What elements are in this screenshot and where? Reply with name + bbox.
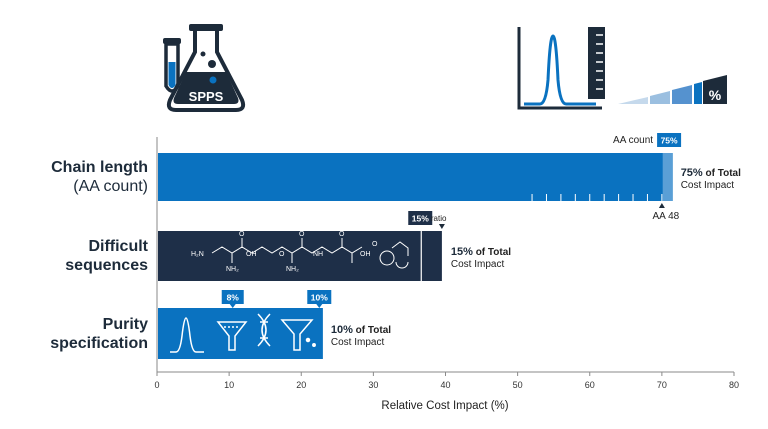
bar-chain-length [158, 153, 673, 201]
aa-count-badge [657, 133, 682, 147]
aa48-label: AA 48 [653, 211, 680, 222]
bar-difficult-sequences [158, 231, 442, 281]
filter-icon [216, 321, 248, 351]
dna-icon [257, 313, 271, 347]
peptide-structure-icon [211, 238, 409, 269]
purity-arrow-8 [229, 304, 236, 308]
svg-text:OH: OH [246, 251, 257, 258]
ratio-arrow [438, 224, 445, 229]
purity-badge-10-text: 10% [311, 293, 328, 303]
svg-text:H₂N: H₂N [191, 251, 204, 258]
difficult-badge [408, 211, 433, 225]
x-axis-title: Relative Cost Impact (%) [381, 400, 508, 412]
aa-count-badge-text: 75% [661, 136, 678, 146]
x-tick-label-80: 80 [729, 380, 739, 390]
x-tick-label-0: 0 [154, 380, 159, 390]
svg-text:NH: NH [313, 251, 323, 258]
value-label-difficult-sequences: 15% of Total [451, 246, 511, 258]
value-label-difficult-sequences-2: Cost Impact [451, 259, 505, 270]
category-label-purity-specification: Purity specification [50, 316, 148, 352]
percent-symbol: % [709, 87, 722, 103]
x-tick-label-40: 40 [440, 380, 450, 390]
value-label-purity-specification-2: Cost Impact [331, 337, 385, 348]
bar-chain-length-marker [662, 153, 673, 201]
purity-badge-10 [307, 290, 332, 304]
x-tick-label-70: 70 [657, 380, 667, 390]
svg-text:O: O [299, 231, 305, 238]
category-label-difficult-sequences: Difficult sequences [65, 238, 148, 274]
purity-icons [170, 313, 316, 353]
percent-ramp-icon: % [618, 75, 727, 104]
x-tick-label-30: 30 [368, 380, 378, 390]
filter-icon-2 [280, 319, 314, 351]
purity-arrow-10 [316, 304, 323, 308]
flask-icon: SPPS [163, 24, 246, 112]
aa48-arrow [658, 203, 665, 208]
x-tick-label-60: 60 [585, 380, 595, 390]
svg-text:OH: OH [360, 251, 371, 258]
category-label-chain-length: Chain length (AA count) [51, 159, 148, 195]
svg-text:NH₂: NH₂ [226, 266, 239, 273]
difficult-badge-text: 15% [412, 214, 429, 224]
chain-length-tick-marks [531, 194, 663, 201]
flask-label: SPPS [189, 89, 224, 104]
purity-badge-8 [221, 290, 244, 304]
bar-group-chain-length: AA count 75% AA 48 75% of Total Cost Imp… [158, 133, 741, 222]
value-label-chain-length-2: Cost Impact [681, 180, 735, 191]
svg-text:O: O [372, 241, 378, 248]
bar-group-difficult-sequences: H₂N O OH O NH₂ O NH₂ NH O OH O 15% ratio… [158, 211, 511, 281]
bar-group-purity-specification: 8% 10% 10% of Total Cost Impact [158, 290, 391, 359]
value-label-chain-length: 75% of Total [681, 167, 741, 179]
svg-text:O: O [239, 231, 245, 238]
chromatogram-icon [517, 27, 605, 110]
x-tick-label-20: 20 [296, 380, 306, 390]
svg-text:O: O [339, 231, 345, 238]
svg-text:O: O [279, 251, 285, 258]
peptide-structure-labels: H₂N O OH O NH₂ O NH₂ NH O OH O [191, 231, 378, 273]
x-tick-label-10: 10 [224, 380, 234, 390]
x-tick-label-50: 50 [513, 380, 523, 390]
ratio-label: ratio [431, 214, 447, 223]
value-label-purity-specification: 10% of Total [331, 324, 391, 336]
x-axis-ticks: 0 10 20 30 40 50 60 70 80 [154, 372, 739, 390]
purity-badge-8-text: 8% [227, 293, 240, 303]
aa-count-label: AA count [613, 135, 653, 146]
svg-text:NH₂: NH₂ [286, 266, 299, 273]
